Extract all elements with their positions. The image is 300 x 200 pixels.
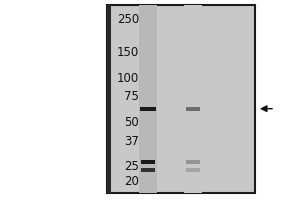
- Text: 37: 37: [124, 135, 139, 148]
- Bar: [141, 168, 155, 172]
- Text: 150: 150: [117, 46, 139, 59]
- Bar: [107, 5, 255, 193]
- Bar: [186, 107, 200, 111]
- Bar: [141, 160, 155, 164]
- Bar: [186, 160, 200, 164]
- Text: 250: 250: [117, 13, 139, 26]
- Bar: [107, 5, 111, 193]
- Bar: [186, 168, 200, 172]
- Bar: [184, 5, 202, 193]
- Bar: [140, 107, 156, 111]
- Text: 100: 100: [117, 72, 139, 85]
- Bar: [139, 5, 157, 193]
- Text: 25: 25: [124, 160, 139, 173]
- Text: 20: 20: [124, 175, 139, 188]
- Text: 75: 75: [124, 90, 139, 103]
- Text: 50: 50: [124, 116, 139, 129]
